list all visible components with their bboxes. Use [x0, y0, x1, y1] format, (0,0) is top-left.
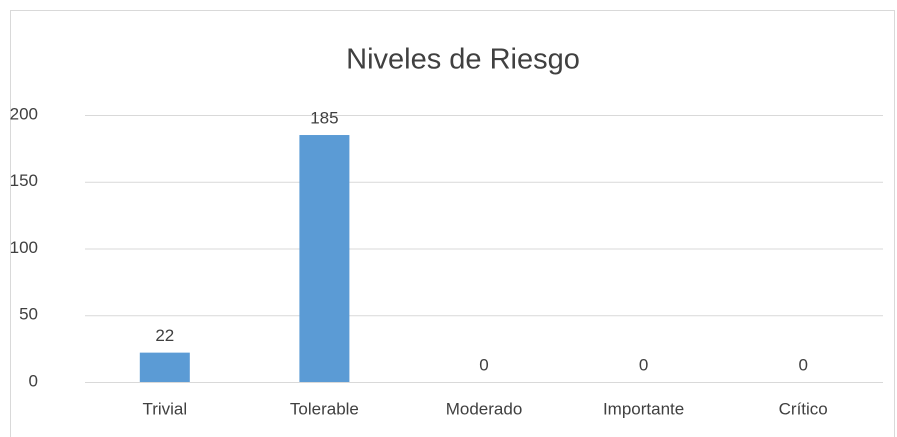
bar: [299, 135, 350, 382]
data-label: 0: [479, 355, 488, 374]
data-label: 0: [639, 355, 648, 374]
data-label: 185: [310, 109, 338, 128]
y-tick-label: 50: [19, 305, 38, 324]
x-tick-label: Trivial: [142, 399, 187, 418]
data-label: 0: [798, 355, 807, 374]
y-tick-label: 100: [10, 238, 38, 257]
y-tick-label: 150: [10, 171, 38, 190]
x-tick-label: Tolerable: [290, 399, 359, 418]
y-tick-label: 0: [29, 371, 38, 390]
y-tick-label: 200: [10, 104, 38, 123]
data-label: 22: [155, 326, 174, 345]
x-tick-label: Importante: [603, 399, 684, 418]
chart-title: Niveles de Riesgo: [346, 44, 580, 76]
x-tick-label: Moderado: [446, 399, 523, 418]
x-tick-label: Crítico: [779, 399, 828, 418]
bar: [139, 352, 190, 382]
